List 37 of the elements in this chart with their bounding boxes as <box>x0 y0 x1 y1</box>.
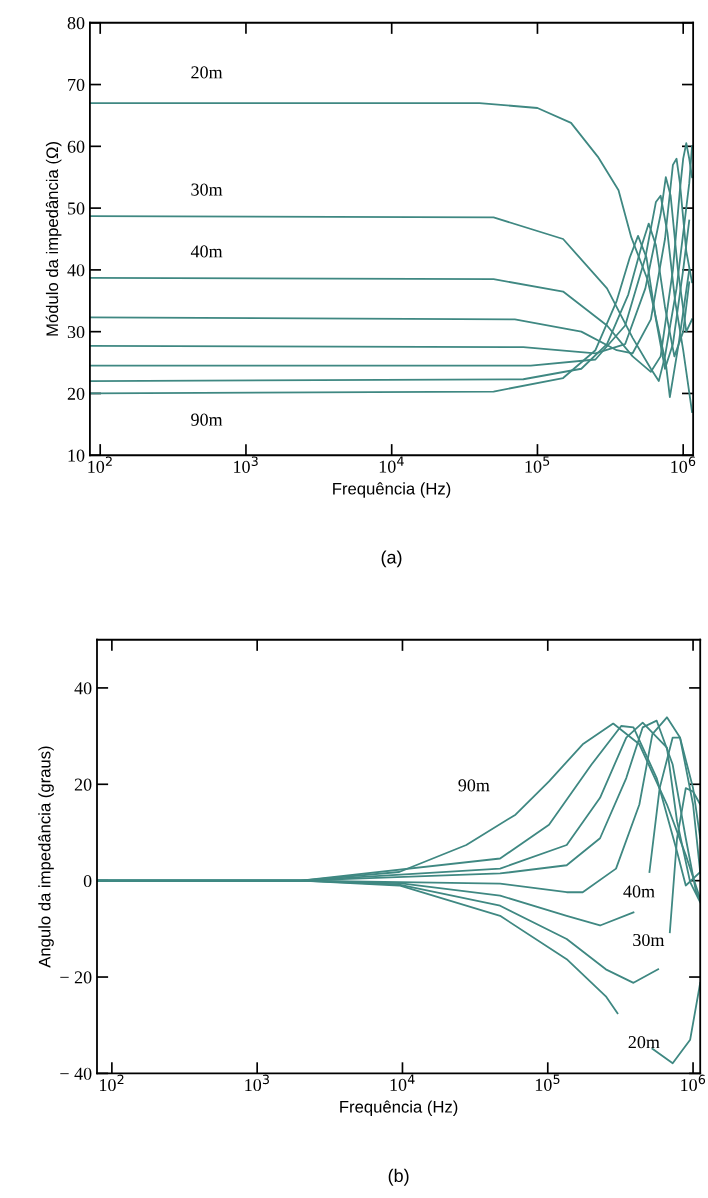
y-tick-label: 10 <box>68 449 85 462</box>
y-tick-label: − 20 <box>60 971 92 984</box>
text: (a) <box>381 550 402 568</box>
y-tick-label: 20 <box>74 778 92 791</box>
y-tick-label: 40 <box>74 682 92 695</box>
series-label: 30m <box>633 933 665 947</box>
x-tick-label: 10$^{4}$ <box>390 1074 415 1091</box>
x-axis-title: Frequência (Hz) <box>333 482 451 498</box>
y-tick-label: 50 <box>68 202 85 215</box>
series-label: 20m <box>628 1036 660 1049</box>
x-tick-label: 10$^{3}$ <box>245 1074 269 1092</box>
y-tick-label: 0 <box>83 874 92 888</box>
series-label: 90m <box>191 413 223 426</box>
y-tick-label: 20 <box>67 387 85 400</box>
y-tick-label: 30 <box>67 325 85 339</box>
series-label: 40m <box>623 885 655 898</box>
x-tick-label: 10$^{3}$ <box>234 456 258 473</box>
x-tick-label: 10$^{2}$ <box>100 1074 124 1092</box>
y-axis-title: Angulo da impedância (graus) <box>38 746 54 968</box>
y-tick-label: 70 <box>68 78 85 91</box>
text: (b) <box>388 1168 409 1186</box>
x-tick-label: 10$^{5}$ <box>535 1074 560 1091</box>
x-tick-label: 10$^{6}$ <box>681 1074 706 1092</box>
y-tick-label: 40 <box>67 264 85 277</box>
y-tick-label: 80 <box>67 17 85 30</box>
series-label: 30m <box>191 183 223 196</box>
x-tick-label: 10$^{4}$ <box>379 456 404 473</box>
series-label: 40m <box>190 245 223 258</box>
y-axis-title: Módulo da impedância (Ω) <box>45 142 62 336</box>
x-tick-label: 10$^{2}$ <box>88 456 112 473</box>
series-label: 90m <box>458 779 490 792</box>
x-axis-title: Frequência (Hz) <box>340 1100 458 1117</box>
x-tick-label: 10$^{6}$ <box>671 456 696 473</box>
y-tick-label: 60 <box>67 140 85 153</box>
x-tick-label: 10$^{5}$ <box>525 456 550 473</box>
y-tick-label: − 40 <box>60 1067 92 1080</box>
series-label: 20m <box>191 66 223 79</box>
